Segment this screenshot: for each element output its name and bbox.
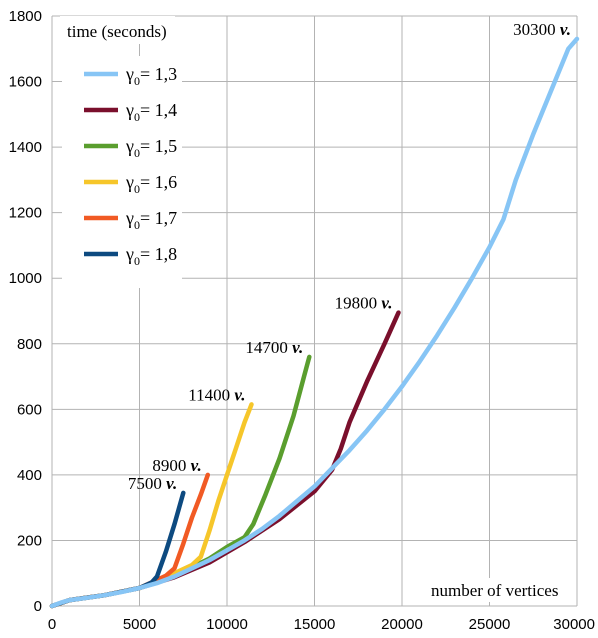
end-label-number: 14700 <box>245 338 292 357</box>
end-label-unit: v. <box>381 294 392 313</box>
legend-equals: = <box>140 64 155 84</box>
end-label-number: 11400 <box>188 385 234 404</box>
chart-grid <box>51 15 578 607</box>
legend-entry-3: γ0= 1,6 <box>125 172 177 196</box>
legend: γ0= 1,3γ0= 1,4γ0= 1,5γ0= 1,6γ0= 1,7γ0= 1… <box>84 64 177 268</box>
series-line-3 <box>49 402 254 609</box>
y-tick-label: 200 <box>17 532 42 549</box>
legend-subscript: 0 <box>134 218 140 232</box>
legend-equals: = <box>140 100 155 120</box>
end-label-3: 11400 v. <box>188 385 245 404</box>
legend-value: 1,6 <box>155 172 178 192</box>
legend-box <box>62 56 182 288</box>
axis-tick-labels: 0 5000 10000 15000 20000 25000 300000200400600… <box>9 8 595 633</box>
x-tick-label: 5000 <box>123 616 156 633</box>
y-tick-label: 1800 <box>9 8 42 25</box>
legend-symbol: γ <box>125 244 134 264</box>
legend-value: 1,5 <box>155 136 178 156</box>
end-label-unit: v. <box>560 20 571 39</box>
end-label-number: 30300 <box>513 20 560 39</box>
y-tick-label: 1000 <box>9 270 42 287</box>
ylabel-background <box>60 16 175 44</box>
y-tick-label: 400 <box>17 467 42 484</box>
end-label-0: 30300 v. <box>513 20 571 39</box>
end-label-unit: v. <box>191 456 202 475</box>
legend-subscript: 0 <box>134 74 140 88</box>
legend-entry-2: γ0= 1,5 <box>125 136 177 160</box>
legend-subscript: 0 <box>134 110 140 124</box>
legend-equals: = <box>140 172 155 192</box>
y-tick-label: 1400 <box>9 139 42 156</box>
legend-subscript: 0 <box>134 254 140 268</box>
end-label-unit: v. <box>166 474 177 493</box>
legend-symbol: γ <box>125 136 134 156</box>
legend-value: 1,4 <box>155 100 178 120</box>
end-label-5: 7500 v. <box>128 474 177 493</box>
y-tick-label: 1200 <box>9 205 42 222</box>
legend-equals: = <box>140 244 155 264</box>
xlabel-background <box>425 578 575 602</box>
legend-equals: = <box>140 136 155 156</box>
y-tick-label: 1600 <box>9 74 42 91</box>
end-label-unit: v. <box>234 385 245 404</box>
x-axis-label: number of vertices <box>431 581 558 600</box>
series-end-labels: 30300 v.19800 v.14700 v.11400 v.8900 v.7… <box>128 20 571 493</box>
series-line-5 <box>49 490 186 609</box>
y-tick-label: 600 <box>17 401 42 418</box>
end-label-unit: v. <box>292 338 303 357</box>
legend-subscript: 0 <box>134 182 140 196</box>
x-tick-label: 15000 <box>294 616 336 633</box>
legend-entry-0: γ0= 1,3 <box>125 64 177 88</box>
y-tick-label: 800 <box>17 336 42 353</box>
legend-symbol: γ <box>125 172 134 192</box>
x-tick-label: 25000 <box>469 616 511 633</box>
series-line-1 <box>49 310 401 609</box>
legend-equals: = <box>140 208 155 228</box>
legend-subscript: 0 <box>134 146 140 160</box>
legend-symbol: γ <box>125 100 134 120</box>
x-tick-label: 30000 <box>553 616 595 633</box>
end-label-number: 8900 <box>152 456 190 475</box>
legend-value: 1,3 <box>155 64 178 84</box>
legend-symbol: γ <box>125 64 134 84</box>
end-label-number: 7500 <box>128 474 166 493</box>
end-label-4: 8900 v. <box>152 456 201 475</box>
end-label-1: 19800 v. <box>335 294 393 313</box>
legend-entry-5: γ0= 1,8 <box>125 244 177 268</box>
legend-entry-4: γ0= 1,7 <box>125 208 177 232</box>
series-line-0 <box>49 36 580 609</box>
y-tick-label: 0 <box>34 598 42 615</box>
legend-symbol: γ <box>125 208 134 228</box>
y-axis-label: time (seconds) <box>67 22 167 41</box>
x-tick-label: 20000 <box>381 616 423 633</box>
x-tick-label: 0 <box>48 616 56 633</box>
end-label-2: 14700 v. <box>245 338 303 357</box>
x-tick-label: 10000 <box>206 616 248 633</box>
series-lines <box>49 36 580 609</box>
end-label-number: 19800 <box>335 294 382 313</box>
legend-entry-1: γ0= 1,4 <box>125 100 177 124</box>
legend-value: 1,8 <box>155 244 178 264</box>
legend-value: 1,7 <box>155 208 178 228</box>
